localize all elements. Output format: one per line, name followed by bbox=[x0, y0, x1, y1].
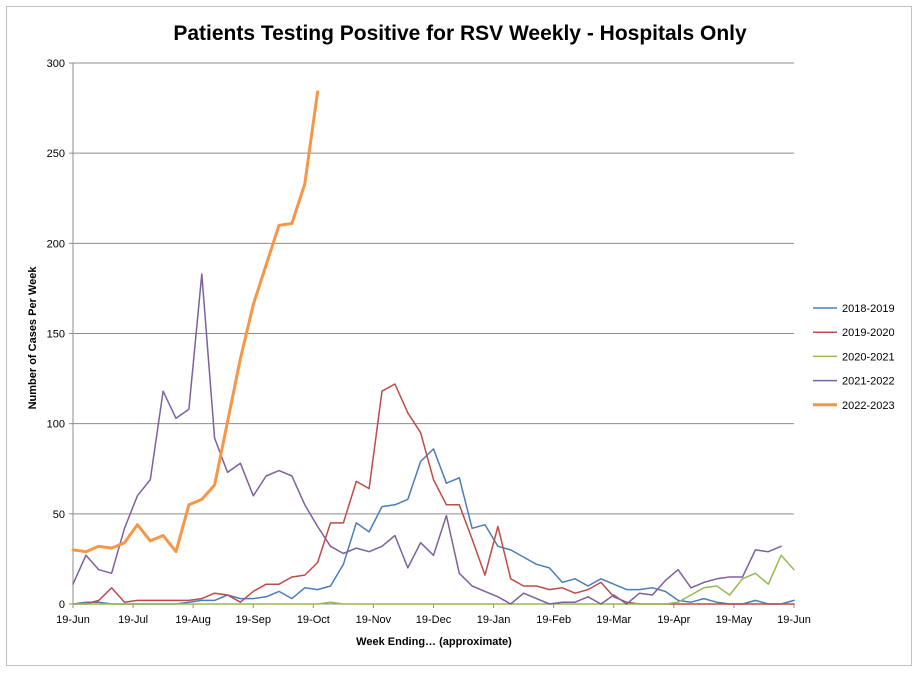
x-tick-label: 19-Jun bbox=[56, 614, 90, 626]
legend-label-2019-2020: 2019-2020 bbox=[842, 327, 895, 339]
axes bbox=[69, 62, 795, 608]
x-tick-label: 19-Oct bbox=[297, 614, 330, 626]
chart-frame: Patients Testing Positive for RSV Weekly… bbox=[6, 6, 912, 666]
y-tick-label: 100 bbox=[47, 419, 65, 431]
series-line-2018-2019 bbox=[72, 448, 795, 605]
series-line-2020-2021 bbox=[72, 554, 795, 605]
y-tick-label: 150 bbox=[47, 329, 65, 341]
x-tick-label: 19-Jan bbox=[477, 614, 511, 626]
x-tick-label: 19-May bbox=[716, 614, 753, 626]
y-tick-label: 0 bbox=[59, 599, 65, 611]
x-tick-label: 19-Jun bbox=[777, 614, 811, 626]
x-tick-label: 19-Sep bbox=[236, 614, 271, 626]
y-tick-label: 200 bbox=[47, 238, 65, 250]
y-tick-label: 250 bbox=[47, 148, 65, 160]
series-line-2019-2020 bbox=[72, 383, 795, 605]
x-tick-label: 19-Jul bbox=[118, 614, 148, 626]
x-tick-label: 19-Nov bbox=[356, 614, 392, 626]
series-line-2021-2022 bbox=[72, 273, 782, 605]
rsv-line-chart: Patients Testing Positive for RSV Weekly… bbox=[27, 22, 895, 648]
x-tick-label: 19-Dec bbox=[416, 614, 452, 626]
x-tick-label: 19-Mar bbox=[596, 614, 631, 626]
y-axis-tick-labels: 0 50 100 150 200 250 300 bbox=[47, 58, 65, 611]
legend-label-2018-2019: 2018-2019 bbox=[842, 303, 895, 315]
gridlines bbox=[73, 62, 794, 515]
chart-title: Patients Testing Positive for RSV Weekly… bbox=[173, 22, 747, 45]
legend-label-2021-2022: 2021-2022 bbox=[842, 376, 895, 388]
x-tick-label: 19-Apr bbox=[657, 614, 690, 626]
series-lines bbox=[71, 90, 795, 605]
x-axis-title: Week Ending… (approximate) bbox=[356, 636, 512, 648]
legend-label-2020-2021: 2020-2021 bbox=[842, 351, 895, 363]
x-axis-tick-labels: 19-Jun 19-Jul 19-Aug 19-Sep 19-Oct 19-Nov 19-D… bbox=[56, 614, 811, 626]
y-tick-label: 50 bbox=[53, 509, 65, 521]
y-axis-title: Number of Cases Per Week bbox=[27, 266, 39, 410]
x-tick-label: 19-Aug bbox=[175, 614, 210, 626]
y-tick-label: 300 bbox=[47, 58, 65, 70]
legend-label-2022-2023: 2022-2023 bbox=[842, 400, 895, 412]
series-line-2022-2023 bbox=[71, 90, 320, 554]
legend: 2018-2019 2019-2020 2020-2021 2021-2022 2022… bbox=[813, 303, 895, 412]
x-tick-label: 19-Feb bbox=[536, 614, 571, 626]
